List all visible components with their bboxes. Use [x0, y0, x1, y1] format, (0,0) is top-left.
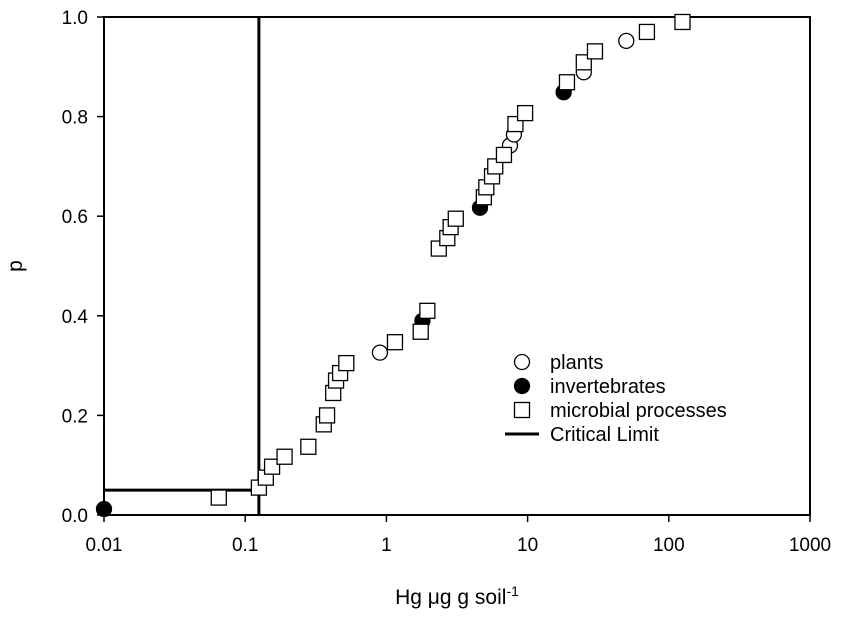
microbial-processes-point — [318, 407, 336, 424]
y-tick-label: 0.2 — [62, 406, 88, 427]
microbial-processes-point — [558, 74, 576, 91]
legend-marker — [513, 377, 531, 395]
plants-point — [618, 32, 635, 50]
y-tick-label: 0.0 — [62, 506, 88, 527]
legend-label: Critical Limit — [550, 424, 659, 446]
x-axis-label: Hg μg g soil-1 — [395, 583, 519, 609]
microbial-processes-point — [210, 489, 227, 506]
plot-frame — [103, 16, 811, 516]
legend-marker — [513, 401, 531, 419]
x-axis-title: Hg μg g soil-1 — [395, 583, 519, 609]
y-tick-label: 0.6 — [62, 207, 88, 228]
microbial-processes-point — [586, 43, 604, 60]
microbial-processes-point — [447, 210, 464, 227]
y-axis-title: p — [4, 260, 27, 272]
microbial-processes-point — [495, 146, 513, 164]
y-tick-label: 1.0 — [62, 8, 88, 29]
microbial-processes-point — [516, 104, 534, 122]
microbial-processes-point — [419, 302, 436, 319]
microbial-processes-point — [386, 334, 404, 351]
legend-marker — [513, 353, 531, 371]
microbial-processes-point — [338, 354, 355, 372]
y-axis-ticks: 0.0 0.2 0.4 0.6 0.8 1.0 — [62, 8, 104, 527]
microbial-processes-point — [263, 458, 281, 475]
plot-area — [95, 13, 811, 518]
microbial-processes-point — [300, 438, 317, 455]
microbial-processes-point — [276, 448, 293, 465]
y-tick-label: 0.4 — [62, 307, 89, 328]
x-tick-label: 1 — [381, 535, 392, 556]
x-tick-label: 100 — [653, 535, 685, 556]
legend-label: invertebrates — [550, 376, 666, 398]
x-axis-ticks: 0.01 0.1 1 10 100 1000 — [86, 515, 831, 556]
legend-label: plants — [550, 352, 603, 374]
x-tick-label: 0.1 — [232, 535, 258, 556]
x-tick-label: 0.01 — [86, 535, 123, 556]
y-tick-label: 0.8 — [62, 108, 88, 129]
x-tick-label: 10 — [517, 535, 538, 556]
microbial-processes-point — [638, 23, 656, 41]
data-points — [95, 13, 691, 518]
plants-point — [371, 344, 389, 361]
microbial-processes-point — [674, 13, 691, 31]
critical-limit-lines — [104, 17, 261, 515]
legend-label: microbial processes — [550, 400, 727, 422]
microbial-processes-point — [412, 323, 429, 340]
x-tick-label: 1000 — [789, 535, 831, 556]
